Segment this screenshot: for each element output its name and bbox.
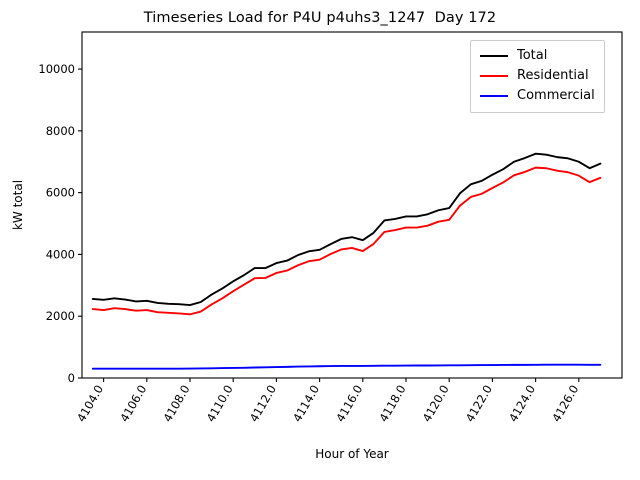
y-axis-label: kW total (11, 180, 25, 230)
x-tick-label: 4116.0 (333, 383, 365, 425)
y-tick-label: 10000 (38, 62, 75, 76)
x-tick-label: 4114.0 (290, 383, 322, 425)
series-line-commercial (91, 363, 602, 370)
x-tick-label: 4126.0 (549, 383, 581, 425)
x-tick-label: 4110.0 (204, 383, 236, 425)
x-tick-label: 4104.0 (74, 383, 106, 425)
y-tick-label: 4000 (46, 247, 75, 261)
legend-item-residential[interactable]: Residential (480, 66, 595, 86)
legend-swatch-residential-icon (480, 75, 508, 77)
x-tick-label: 4106.0 (117, 383, 149, 425)
chart-title: Timeseries Load for P4U p4uhs3_1247 Day … (143, 10, 497, 26)
y-tick-label: 2000 (46, 309, 75, 323)
y-tick-label: 6000 (46, 186, 75, 200)
legend-item-total[interactable]: Total (480, 46, 595, 66)
legend-item-label: Total (517, 48, 548, 63)
y-tick-label: 8000 (46, 124, 75, 138)
x-tick-label: 4108.0 (160, 383, 192, 425)
x-tick-label: 4118.0 (376, 383, 408, 425)
legend-swatch-commercial-icon (480, 95, 508, 97)
legend-item-label: Residential (517, 68, 589, 83)
x-tick-label: 4112.0 (247, 383, 279, 425)
legend-item-label: Commercial (517, 88, 595, 103)
y-tick-label: 0 (68, 371, 75, 385)
series-line-total (91, 152, 602, 307)
x-tick-label: 4122.0 (463, 383, 495, 425)
series-line-residential (91, 166, 602, 316)
x-tick-label: 4124.0 (506, 383, 538, 425)
axes-spines (81, 31, 623, 379)
x-axis-label: Hour of Year (315, 447, 389, 461)
legend-swatch-total-icon (480, 55, 508, 57)
x-tick-label: 4120.0 (420, 383, 452, 425)
legend-item-commercial[interactable]: Commercial (480, 86, 595, 106)
chart-legend: Total Residential Commercial (470, 40, 605, 113)
